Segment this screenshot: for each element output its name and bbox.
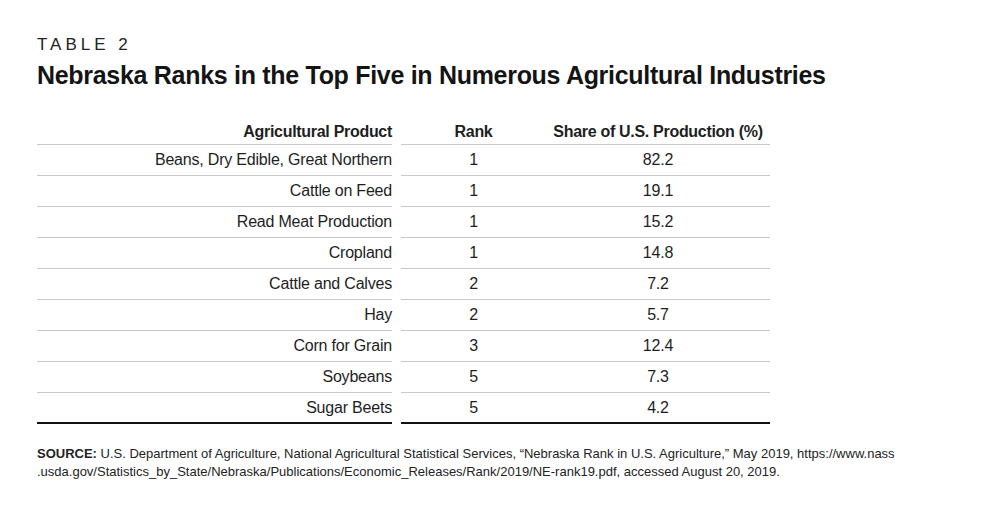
rank-cell: 3	[401, 331, 546, 361]
rank-cell: 1	[401, 238, 546, 268]
table-number-label: TABLE 2	[37, 36, 1000, 53]
table-row: Cattle and Calves 27.2	[37, 269, 770, 300]
row-right-group: 54.2	[401, 393, 770, 424]
source-text-line2: .usda.gov/Statistics_by_State/Nebraska/P…	[37, 464, 780, 479]
header-right-group: Rank Share of U.S. Production (%)	[401, 119, 770, 145]
source-label: SOURCE:	[37, 446, 97, 461]
product-cell: Corn for Grain	[37, 331, 392, 362]
table-row: Cattle on Feed 119.1	[37, 176, 770, 207]
column-header-share: Share of U.S. Production (%)	[546, 119, 770, 144]
product-cell: Soybeans	[37, 362, 392, 393]
table-row: Cropland 114.8	[37, 238, 770, 269]
table-title: Nebraska Ranks in the Top Five in Numero…	[37, 62, 1000, 88]
product-cell: Cropland	[37, 238, 392, 269]
row-right-group: 115.2	[401, 207, 770, 238]
column-group-gap	[392, 331, 401, 362]
column-group-gap	[392, 238, 401, 269]
product-cell: Sugar Beets	[37, 393, 392, 424]
row-right-group: 312.4	[401, 331, 770, 362]
column-group-gap	[392, 176, 401, 207]
table-row: Corn for Grain 312.4	[37, 331, 770, 362]
product-cell: Read Meat Production	[37, 207, 392, 238]
rank-cell: 1	[401, 176, 546, 206]
share-cell: 5.7	[546, 300, 770, 330]
rank-cell: 2	[401, 269, 546, 299]
source-text-line1: U.S. Department of Agriculture, National…	[97, 446, 895, 461]
agricultural-rank-table: Agricultural Product Rank Share of U.S. …	[37, 119, 770, 424]
share-cell: 14.8	[546, 238, 770, 268]
product-cell: Cattle and Calves	[37, 269, 392, 300]
row-right-group: 182.2	[401, 145, 770, 176]
table-header-row: Agricultural Product Rank Share of U.S. …	[37, 119, 770, 145]
share-cell: 15.2	[546, 207, 770, 237]
table-body: Beans, Dry Edible, Great Northern182.2Ca…	[37, 145, 770, 424]
column-header-agricultural-product: Agricultural Product	[37, 119, 392, 145]
column-header-rank: Rank	[401, 119, 546, 144]
rank-cell: 5	[401, 362, 546, 392]
product-cell: Cattle on Feed	[37, 176, 392, 207]
table-row: Hay 25.7	[37, 300, 770, 331]
product-cell: Beans, Dry Edible, Great Northern	[37, 145, 392, 176]
product-cell: Hay	[37, 300, 392, 331]
row-right-group: 114.8	[401, 238, 770, 269]
table-row: Sugar Beets 54.2	[37, 393, 770, 424]
column-group-gap	[392, 300, 401, 331]
column-group-gap	[392, 362, 401, 393]
row-right-group: 119.1	[401, 176, 770, 207]
share-cell: 12.4	[546, 331, 770, 361]
row-right-group: 27.2	[401, 269, 770, 300]
share-cell: 82.2	[546, 145, 770, 175]
column-group-gap	[392, 269, 401, 300]
column-group-gap	[392, 119, 401, 145]
report-page: TABLE 2 Nebraska Ranks in the Top Five i…	[0, 0, 1000, 481]
rank-cell: 2	[401, 300, 546, 330]
rank-cell: 5	[401, 393, 546, 422]
column-group-gap	[392, 145, 401, 176]
source-note: SOURCE: U.S. Department of Agriculture, …	[37, 445, 982, 481]
column-group-gap	[392, 207, 401, 238]
rank-cell: 1	[401, 145, 546, 175]
rank-cell: 1	[401, 207, 546, 237]
table-row: Read Meat Production 115.2	[37, 207, 770, 238]
column-group-gap	[392, 393, 401, 424]
share-cell: 19.1	[546, 176, 770, 206]
table-row: Soybeans 57.3	[37, 362, 770, 393]
share-cell: 7.2	[546, 269, 770, 299]
table-row: Beans, Dry Edible, Great Northern 182.2	[37, 145, 770, 176]
share-cell: 7.3	[546, 362, 770, 392]
row-right-group: 25.7	[401, 300, 770, 331]
source-line-1: SOURCE: U.S. Department of Agriculture, …	[37, 446, 895, 461]
share-cell: 4.2	[546, 393, 770, 422]
row-right-group: 57.3	[401, 362, 770, 393]
